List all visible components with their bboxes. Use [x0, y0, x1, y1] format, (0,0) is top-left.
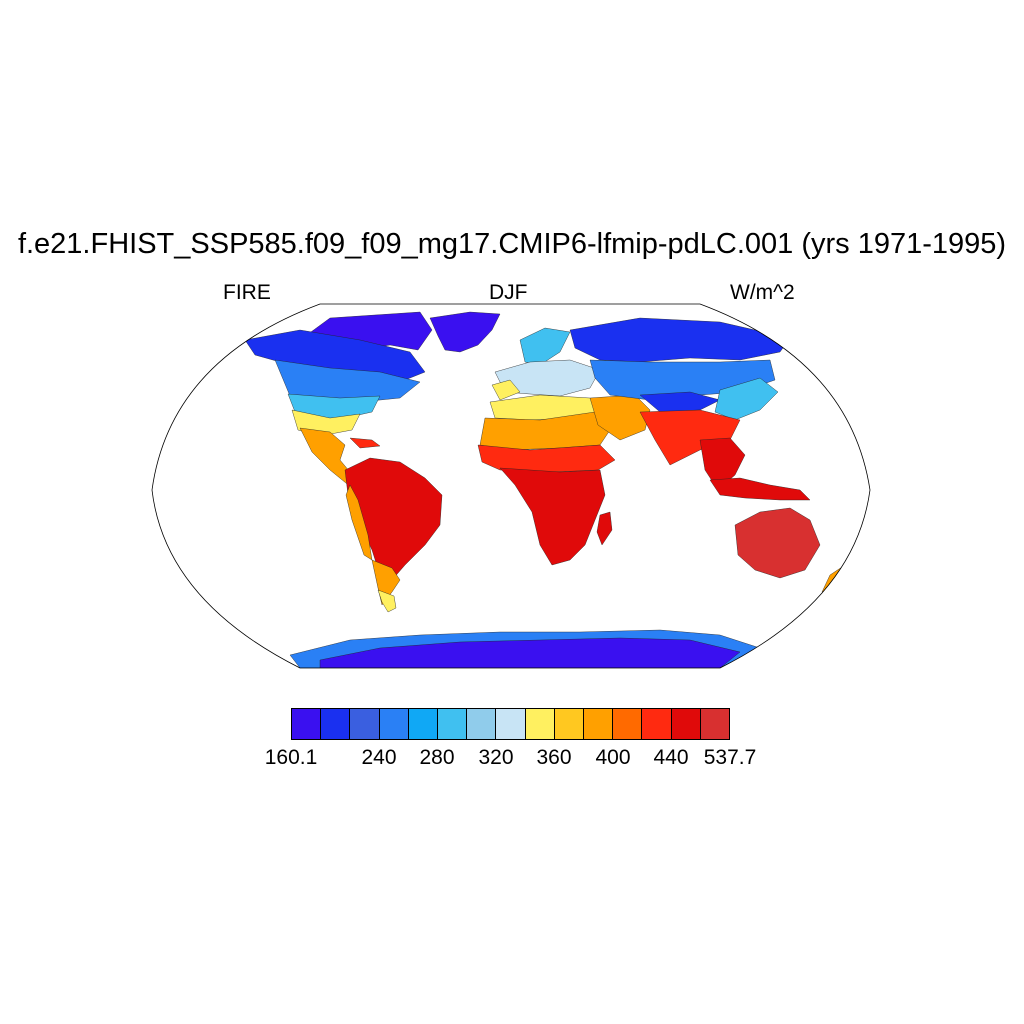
season-label: DJF — [489, 281, 528, 304]
colorbar-box — [671, 709, 701, 739]
colorbar-box — [554, 709, 585, 739]
colorbar-box — [408, 709, 439, 739]
southeast-asia-region — [699, 437, 746, 491]
units-label: W/m^2 — [730, 281, 795, 304]
tibet-region — [639, 391, 721, 413]
colorbar-box — [700, 709, 730, 739]
colorbar-box — [496, 709, 526, 739]
antarctica-region — [319, 637, 741, 668]
colorbar-box — [613, 709, 643, 739]
patagonia-region — [377, 589, 397, 613]
map-boundary — [151, 303, 871, 669]
colorbar-tick-label: 320 — [478, 746, 514, 769]
indonesia-region — [709, 477, 811, 501]
colorbar-box — [350, 709, 380, 739]
plot-title: f.e21.FHIST_SSP585.f09_f09_mg17.CMIP6-lf… — [17, 228, 1007, 260]
colorbar-box — [438, 709, 468, 739]
colorbar-tick-label: 160.1 — [264, 746, 318, 769]
greenland-region — [429, 311, 501, 353]
colorbar-box — [467, 709, 497, 739]
central-africa-region — [499, 467, 606, 566]
colorbar-tick-label: 240 — [361, 746, 397, 769]
east-asia-region — [714, 377, 779, 421]
colorbar-tick-label: 537.7 — [703, 746, 757, 769]
caribbean-region — [349, 437, 381, 449]
colorbar-box — [321, 709, 351, 739]
madagascar-region — [596, 511, 613, 546]
colorbar — [291, 708, 730, 740]
colorbar-tick-label: 280 — [419, 746, 455, 769]
sahel-region — [477, 444, 616, 473]
colorbar-box — [642, 709, 672, 739]
colorbar-box — [584, 709, 614, 739]
siberia-region — [569, 317, 791, 363]
colorbar-tick-label: 440 — [653, 746, 689, 769]
colorbar-box — [379, 709, 409, 739]
scandinavia-region — [519, 327, 571, 366]
colorbar-tick-label: 400 — [595, 746, 631, 769]
colorbar-box — [292, 709, 322, 739]
variable-label: FIRE — [223, 281, 271, 304]
south-america-south-region — [371, 559, 401, 606]
australia-region — [734, 507, 821, 579]
south-america-andes-region — [345, 484, 373, 561]
mediterranean-coast-region — [491, 379, 521, 401]
colorbar-box — [525, 709, 555, 739]
colorbar-tick-label: 360 — [536, 746, 572, 769]
